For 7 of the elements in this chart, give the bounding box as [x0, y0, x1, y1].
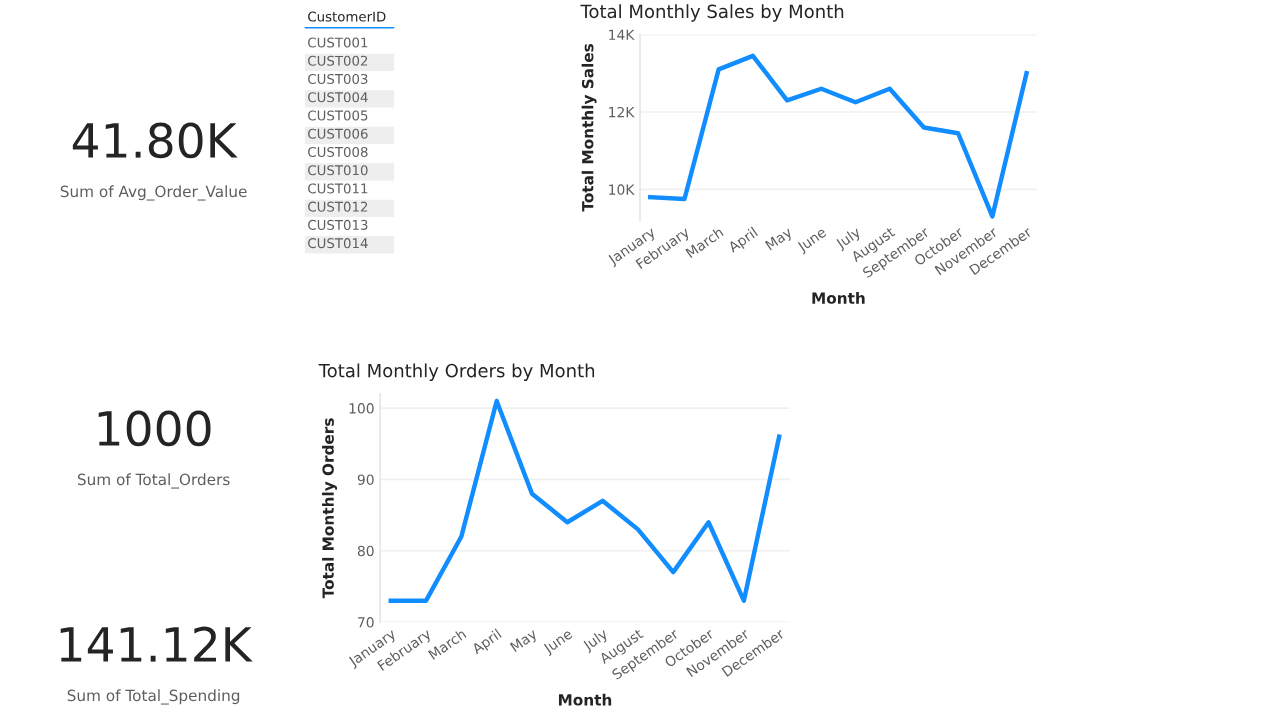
text: 41.80K: [72, 122, 238, 159]
text: 1000: [98, 410, 211, 447]
text: 141.12K: [60, 626, 253, 662]
chart-title: Total Monthly Sales by Month: [580, 4, 844, 22]
line-series: [388, 398, 782, 603]
line-series: [648, 53, 1029, 219]
chart-title: Total Monthly Orders by Month: [318, 363, 595, 381]
